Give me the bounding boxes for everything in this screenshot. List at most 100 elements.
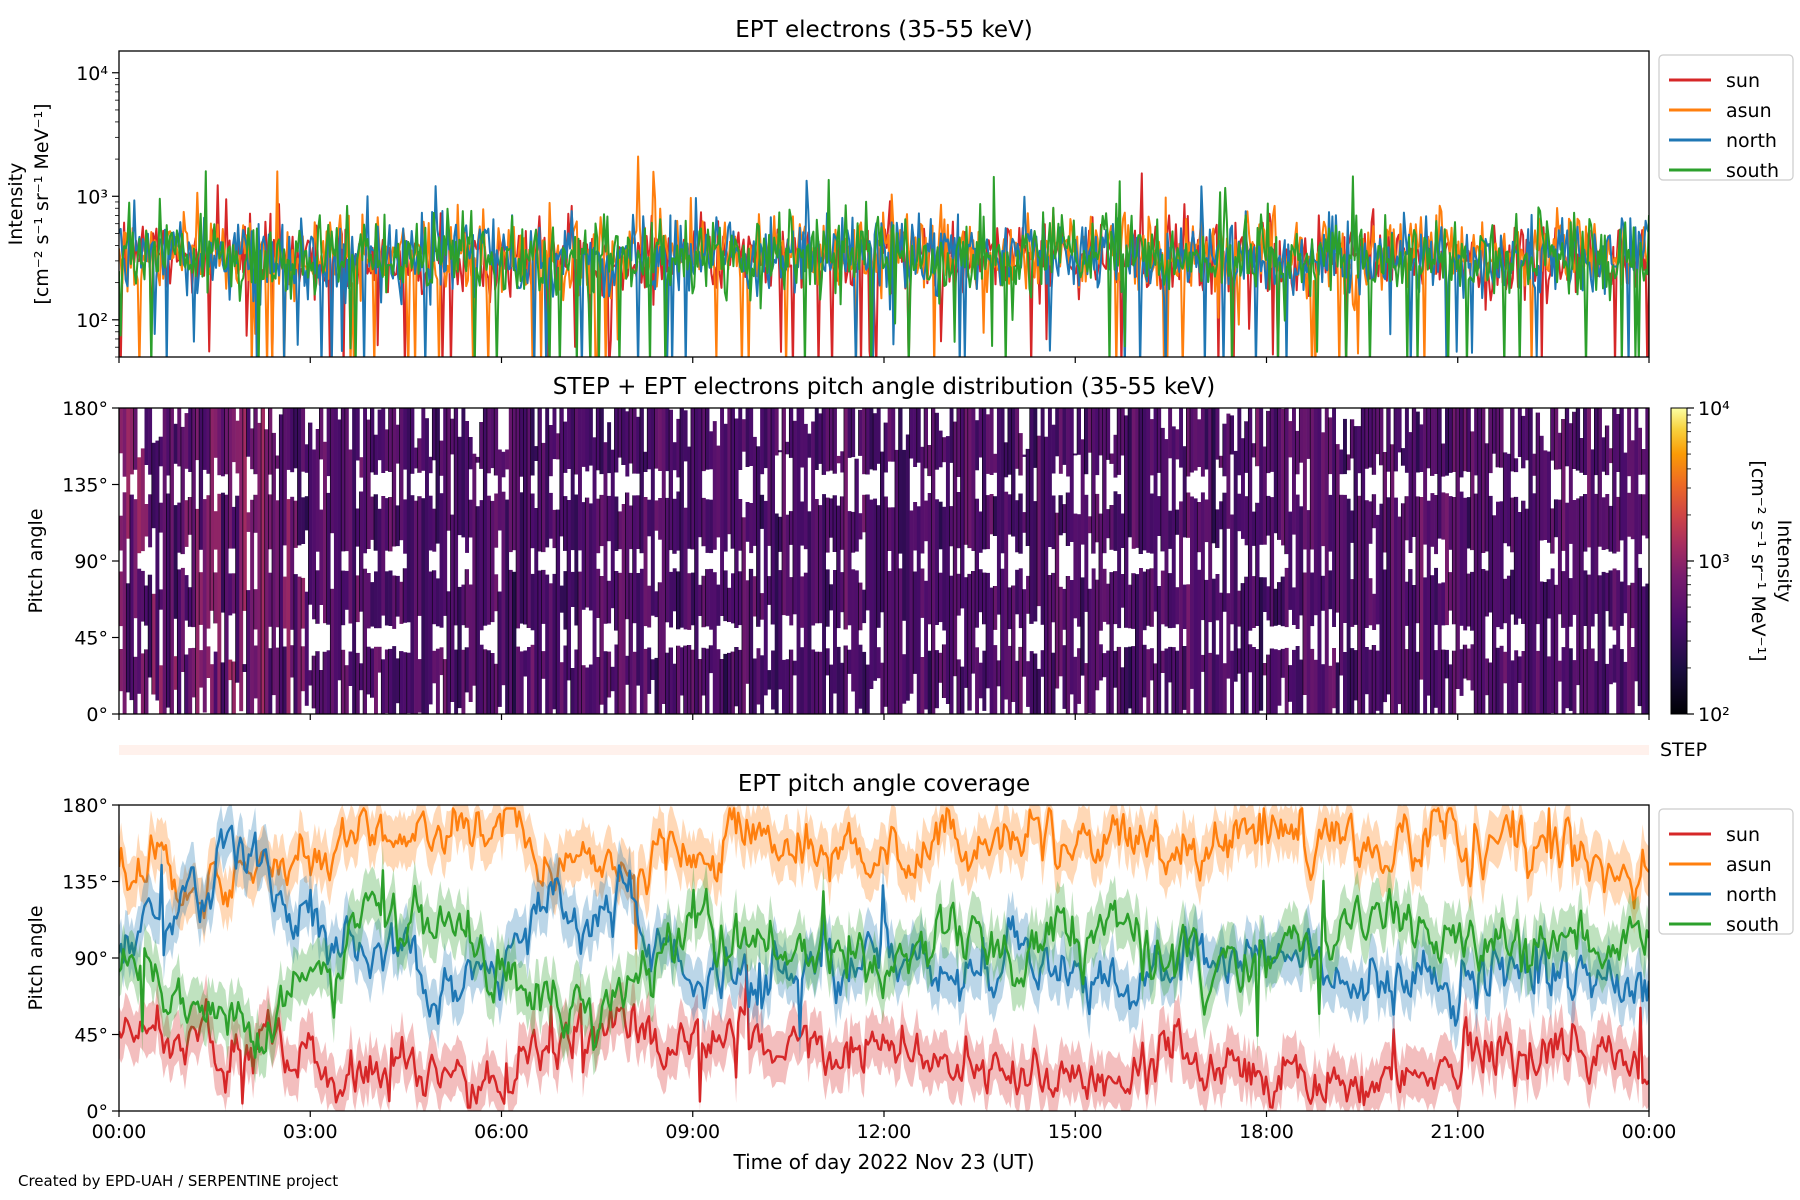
heatmap-cell xyxy=(720,659,725,714)
heatmap-cell xyxy=(1364,647,1369,695)
heatmap-cell xyxy=(494,408,499,476)
heatmap-cell xyxy=(199,650,204,688)
heatmap-cell xyxy=(1346,454,1351,471)
heatmap-cell xyxy=(290,408,295,473)
heatmap-cell xyxy=(1627,585,1632,714)
heatmap-cell xyxy=(1262,577,1267,612)
heatmap-cell xyxy=(563,645,568,714)
heatmap-cell xyxy=(975,420,980,471)
heatmap-cell xyxy=(745,502,750,542)
heatmap-cell xyxy=(709,431,714,470)
heatmap-cell xyxy=(887,408,892,462)
heatmap-cell xyxy=(1135,574,1140,714)
heatmap-cell xyxy=(199,408,204,550)
heatmap-cell xyxy=(1645,583,1649,714)
heatmap-cell xyxy=(687,645,692,714)
heatmap-cell xyxy=(1222,492,1227,612)
heatmap-cell xyxy=(1550,508,1555,554)
heatmap-cell xyxy=(956,492,961,549)
heatmap-cell xyxy=(701,647,706,696)
heatmap-cell xyxy=(1179,501,1184,714)
heatmap-cell xyxy=(760,655,765,714)
heatmap-cell xyxy=(858,644,863,709)
heatmap-cell xyxy=(370,582,375,627)
heatmap-cell xyxy=(253,589,258,630)
heatmap-cell xyxy=(683,507,688,630)
heatmap-cell xyxy=(1521,500,1526,624)
heatmap-cell xyxy=(876,505,881,628)
heatmap-cell xyxy=(1175,650,1180,714)
heatmap-cell xyxy=(873,413,878,471)
heatmap-cell xyxy=(1168,408,1173,459)
heatmap-cell xyxy=(1270,648,1275,714)
colorbar: 10² 10³ 10⁴ Intensity [cm⁻² s⁻¹ sr⁻¹ MeV⁻¹… xyxy=(1670,398,1795,726)
heatmap-cell xyxy=(596,408,601,471)
heatmap-cell xyxy=(537,570,542,714)
heatmap-cell xyxy=(1470,571,1475,631)
heatmap-cell xyxy=(665,497,670,623)
heatmap-cell xyxy=(840,451,845,473)
heatmap-cell xyxy=(1477,408,1482,714)
heatmap-cell xyxy=(1244,421,1249,473)
heatmap-cell xyxy=(771,408,776,625)
heatmap-cell xyxy=(1572,500,1577,615)
heatmap-cell xyxy=(290,496,295,630)
heatmap-cell xyxy=(545,408,550,548)
heatmap-cell xyxy=(1321,575,1326,611)
legend-label-sun: sun xyxy=(1726,70,1760,92)
heatmap-cell xyxy=(785,514,790,616)
heatmap-cell xyxy=(1062,504,1067,534)
heatmap-cell xyxy=(1445,649,1449,679)
heatmap-cell xyxy=(760,593,765,620)
heatmap-cell xyxy=(1441,649,1446,714)
heatmap-cell xyxy=(1226,413,1231,529)
heatmap-cell xyxy=(683,645,688,714)
heatmap-cell xyxy=(1517,512,1522,619)
heatmap-cell xyxy=(1222,423,1227,477)
heatmap-cell xyxy=(683,410,688,462)
panel2-y-axis: 0° 45° 90° 135° 180° xyxy=(62,398,119,726)
heatmap-cell xyxy=(949,575,954,714)
heatmap-cell xyxy=(184,500,189,547)
heatmap-cell xyxy=(508,569,513,714)
heatmap-cell xyxy=(705,499,710,553)
heatmap-cell xyxy=(1273,649,1278,714)
heatmap-cell xyxy=(741,517,746,714)
heatmap-cell xyxy=(257,422,262,714)
heatmap-cell xyxy=(942,437,947,463)
heatmap-cell xyxy=(355,652,360,714)
heatmap-cell xyxy=(399,651,404,714)
heatmap-cell xyxy=(1612,408,1617,554)
heatmap-cell xyxy=(1561,419,1566,551)
heatmap-cell xyxy=(986,495,990,550)
heatmap-cell xyxy=(1131,408,1136,549)
heatmap-cell xyxy=(1251,511,1256,546)
heatmap-cell xyxy=(607,495,612,542)
heatmap-cell xyxy=(144,408,149,465)
heatmap-cell xyxy=(406,408,411,623)
heatmap-cell xyxy=(625,411,630,477)
footer-credit: Created by EPD-UAH / SERPENTINE project xyxy=(18,1172,339,1190)
heatmap-cell xyxy=(1157,586,1162,714)
heatmap-cell xyxy=(483,649,488,714)
heatmap-cell xyxy=(213,572,218,624)
heatmap-cell xyxy=(228,408,233,549)
heatmap-cell xyxy=(1346,498,1351,714)
heatmap-cell xyxy=(807,433,812,458)
heatmap-cell xyxy=(1149,648,1154,681)
heatmap-cell xyxy=(395,575,400,617)
heatmap-cell xyxy=(749,503,754,554)
heatmap-cell xyxy=(341,570,346,626)
heatmap-cell xyxy=(978,511,983,553)
heatmap-cell xyxy=(636,573,641,686)
heatmap-cell xyxy=(1018,433,1023,476)
heatmap-cell xyxy=(1310,408,1315,550)
panel-intensity: EPT electrons (35-55 keV) 10² 10³ 10⁴ Inte… xyxy=(5,17,1794,363)
heatmap-cell xyxy=(537,408,542,552)
heatmap-cell xyxy=(1080,439,1085,545)
heatmap-cell xyxy=(1288,665,1293,702)
heatmap-cell xyxy=(519,492,524,624)
heatmap-cell xyxy=(1430,493,1435,547)
panel2-title: STEP + EPT electrons pitch angle distrib… xyxy=(553,374,1215,400)
heatmap-cell xyxy=(1503,651,1508,684)
